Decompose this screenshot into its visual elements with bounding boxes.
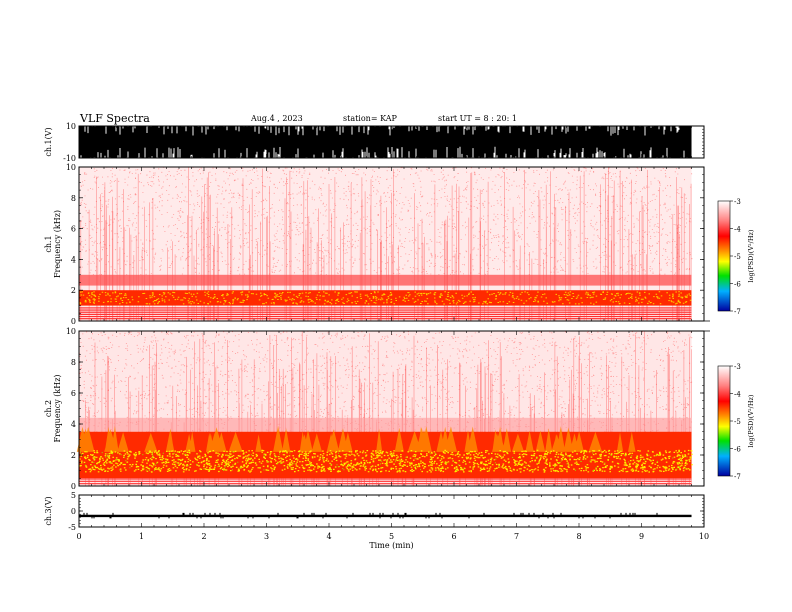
colorbar-label: log(PSD)(V²/Hz)	[747, 229, 755, 282]
ch1-spectrogram-image	[79, 166, 693, 321]
spectrogram-speckle	[79, 166, 693, 276]
x-tick-label: 5	[389, 532, 394, 541]
colorbar-tick-label: -7	[734, 473, 741, 481]
colorbar-tick-label: -6	[734, 281, 741, 289]
y-tick-label: 8	[71, 358, 76, 367]
colorbar-tick-label: -4	[734, 391, 741, 399]
low-freq-line	[79, 483, 692, 485]
chorus-bursts	[76, 425, 636, 452]
band-1-2khz	[79, 290, 692, 306]
low-freq-line	[79, 478, 692, 480]
low-freq-line	[79, 307, 692, 309]
low-freq-line	[79, 315, 692, 318]
ch2-spectrogram-image	[76, 330, 693, 486]
y-tick-label: 2	[71, 286, 76, 295]
y-axis-label: ch.3(V)	[44, 496, 53, 525]
y-axis-label: Frequency (kHz)	[53, 210, 62, 278]
low-freq-line	[79, 313, 692, 315]
y-tick-label: 2	[71, 451, 76, 460]
x-tick-label: 2	[201, 532, 206, 541]
x-tick-label: 4	[326, 532, 331, 541]
band-yellow-speckle	[79, 291, 692, 305]
colorbar-tick-label: -7	[734, 308, 741, 316]
colorbar-tick-label: -5	[734, 418, 741, 426]
x-tick-label: 7	[514, 532, 519, 541]
ch3-waveform-trace	[79, 512, 692, 519]
ch1-waveform-trace	[79, 126, 692, 158]
low-freq-line	[79, 318, 692, 320]
y-tick-label: 5	[71, 491, 76, 500]
panel-gap-marks	[704, 320, 710, 332]
y-axis-label: ch.2	[44, 400, 53, 417]
colorbar	[717, 200, 731, 312]
x-tick-label: 3	[264, 532, 269, 541]
date-label: Aug.4 , 2023	[251, 114, 303, 123]
band-green-speckle	[79, 451, 688, 471]
band-2-3khz	[79, 274, 692, 286]
panel-frame-ch3-waveform	[78, 494, 705, 528]
colorbar-label: log(PSD)(V²/Hz)	[747, 394, 755, 447]
y-tick-label: 0	[71, 317, 76, 326]
y-axis-label: ch.1	[44, 235, 53, 252]
x-tick-label: 1	[139, 532, 144, 541]
y-tick-label: 8	[71, 194, 76, 203]
colorbar-tick-label: -3	[734, 363, 741, 371]
start-time-label: start UT = 8 : 20: 1	[438, 114, 517, 123]
low-freq-line	[79, 311, 692, 313]
x-tick-label: 9	[639, 532, 644, 541]
y-tick-label: 10	[66, 122, 76, 131]
y-tick-label: -5	[68, 523, 76, 532]
band-3-4khz	[79, 417, 692, 432]
x-tick-label: 10	[699, 532, 709, 541]
band-yellow-speckle	[79, 449, 693, 473]
x-axis-label: Time (min)	[369, 541, 413, 550]
colorbar	[717, 365, 731, 477]
y-tick-label: 6	[71, 389, 76, 398]
plot-title: VLF Spectra	[80, 112, 150, 125]
y-tick-label: 0	[71, 482, 76, 491]
colorbar-tick-label: -6	[734, 446, 741, 454]
y-tick-label: 0	[71, 507, 76, 516]
y-tick-label: -10	[63, 154, 76, 163]
colorbar-tick-label: -5	[734, 253, 741, 261]
low-freq-line	[79, 480, 692, 482]
x-tick-label: 8	[576, 532, 581, 541]
spectrogram-speckle	[79, 330, 693, 440]
low-freq-line	[79, 309, 692, 311]
colorbar-tick-label: -3	[734, 198, 741, 206]
y-tick-label: 6	[71, 225, 76, 234]
y-tick-label: 10	[66, 163, 76, 172]
y-axis-label: Frequency (kHz)	[53, 374, 62, 442]
x-tick-label: 6	[451, 532, 456, 541]
y-tick-label: 4	[71, 420, 76, 429]
y-axis-label: ch.1(V)	[44, 127, 53, 156]
station-label: station= KAP	[343, 114, 397, 123]
y-tick-label: 4	[71, 255, 76, 264]
colorbar-tick-label: -4	[734, 226, 741, 234]
y-tick-label: 10	[66, 327, 76, 336]
x-tick-label: 0	[76, 532, 81, 541]
